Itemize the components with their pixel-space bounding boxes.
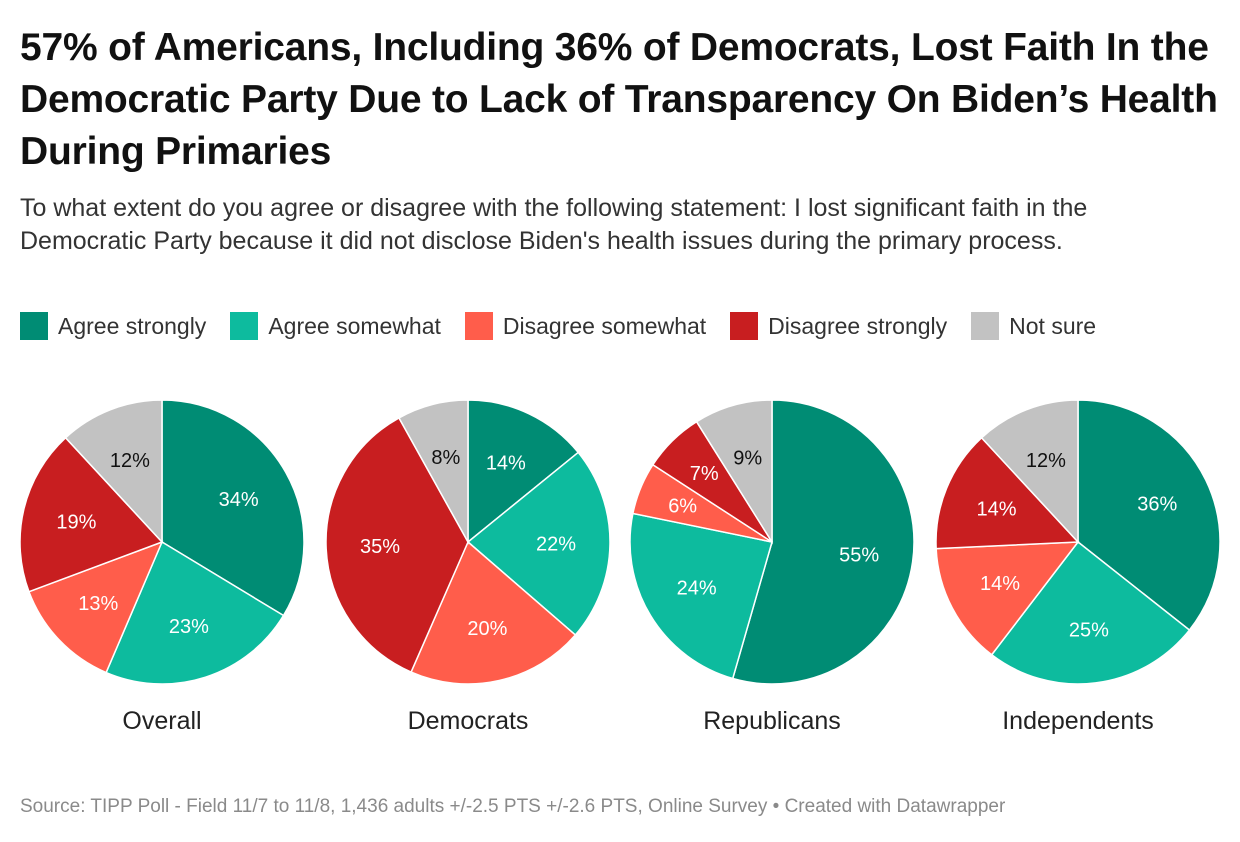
chart-title: 57% of Americans, Including 36% of Democ… (20, 26, 1218, 173)
pie-slice-disagree-strongly (19, 436, 164, 593)
legend-item-agree-strongly: Agree strongly (20, 312, 206, 340)
data-label-disagree-strongly: 19% (56, 512, 96, 534)
data-label-disagree-strongly: 35% (360, 536, 400, 558)
pie-title-republicans: Republicans (703, 707, 841, 735)
legend-label: Agree strongly (58, 312, 207, 339)
legend-swatch (730, 312, 759, 340)
pie-independents: 36% 25% 14% 14% 12% Independents (935, 399, 1221, 735)
pie-slice-agree-somewhat (105, 540, 285, 685)
pie-slice-agree-strongly (161, 399, 305, 617)
data-label-agree-strongly: 36% (1137, 494, 1177, 516)
source-note: Source: TIPP Poll - Field 11/7 to 11/8, … (20, 796, 1006, 817)
data-label-agree-somewhat: 24% (677, 578, 717, 600)
pie-slice-agree-strongly (731, 399, 915, 685)
legend: Agree strongly Agree somewhat Disagree s… (20, 312, 1120, 340)
pie-republicans: 55% 24% 6% 7% 9% Republicans (629, 399, 915, 735)
data-label-not-sure: 9% (733, 447, 762, 469)
chart-subtitle: To what extent do you agree or disagree … (20, 194, 1088, 255)
pie-slice-not-sure (980, 399, 1079, 544)
pie-slice-disagree-somewhat (410, 540, 577, 685)
legend-label: Disagree somewhat (502, 312, 707, 339)
data-label-not-sure: 12% (110, 450, 150, 472)
pie-title-overall: Overall (122, 707, 201, 735)
legend-swatch (20, 312, 48, 340)
pie-slice-disagree-strongly (935, 436, 1080, 550)
data-label-agree-strongly: 14% (486, 453, 526, 475)
pie-slice-agree-strongly (467, 399, 580, 544)
pie-slice-disagree-strongly (325, 416, 469, 674)
legend-swatch (971, 312, 1000, 340)
pie-democrats: 14% 22% 20% 35% 8% Democrats (325, 399, 611, 735)
data-label-agree-somewhat: 23% (169, 616, 209, 638)
legend-label: Agree somewhat (268, 312, 441, 339)
data-label-disagree-somewhat: 14% (980, 573, 1020, 595)
pie-slice-agree-somewhat (990, 540, 1191, 685)
data-label-agree-somewhat: 22% (536, 533, 576, 555)
data-label-not-sure: 8% (431, 447, 460, 469)
pie-slice-not-sure (397, 399, 469, 545)
pie-overall: 34% 23% 13% 19% 12% Overall (19, 399, 305, 735)
data-label-disagree-strongly: 14% (977, 499, 1017, 521)
data-label-agree-strongly: 55% (839, 544, 879, 566)
pie-slice-agree-somewhat (629, 512, 773, 680)
legend-item-disagree-somewhat: Disagree somewhat (464, 312, 707, 340)
pie-slice-disagree-somewhat (28, 540, 164, 674)
legend-label: Disagree strongly (768, 312, 948, 339)
data-label-disagree-somewhat: 20% (467, 618, 507, 640)
legend-swatch (230, 312, 259, 340)
legend-item-not-sure: Not sure (971, 312, 1096, 340)
data-label-agree-strongly: 34% (219, 489, 259, 511)
legend-swatch (464, 312, 493, 340)
data-label-not-sure: 12% (1026, 450, 1066, 472)
pie-slice-not-sure (695, 399, 773, 545)
pie-title-democrats: Democrats (408, 707, 529, 735)
data-label-disagree-somewhat: 6% (668, 495, 697, 517)
data-label-disagree-somewhat: 13% (78, 593, 118, 615)
legend-item-agree-somewhat: Agree somewhat (230, 312, 441, 340)
pie-title-independents: Independents (1002, 707, 1154, 735)
legend-item-disagree-strongly: Disagree strongly (730, 312, 947, 340)
pie-slice-disagree-somewhat (935, 541, 1080, 656)
pie-slice-agree-somewhat (466, 451, 611, 637)
pie-slice-agree-strongly (1077, 399, 1221, 632)
legend-label: Not sure (1009, 312, 1097, 339)
data-label-agree-somewhat: 25% (1069, 619, 1109, 641)
data-label-disagree-strongly: 7% (690, 463, 719, 485)
pie-slice-not-sure (64, 399, 163, 544)
